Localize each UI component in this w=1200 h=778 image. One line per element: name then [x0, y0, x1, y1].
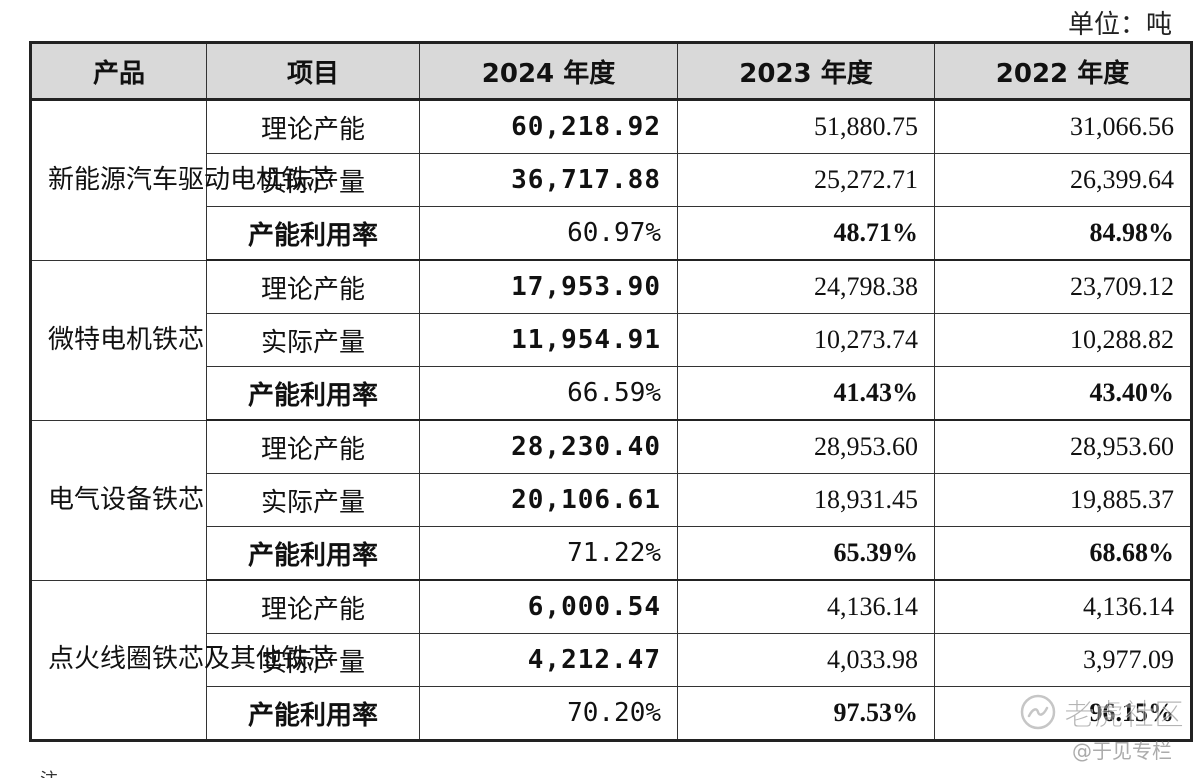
footnote: 注 — [40, 766, 58, 778]
unit-label: 单位：吨 — [1067, 10, 1172, 40]
item-cell: 理论产能 — [206, 579, 420, 634]
value-2023: 4,033.98 — [677, 633, 935, 687]
value-2023: 48.71% — [677, 206, 935, 261]
value-2022: 10,288.82 — [934, 313, 1192, 367]
item-cell: 产能利用率 — [206, 206, 420, 261]
value-2023: 24,798.38 — [677, 259, 935, 314]
item-cell: 理论产能 — [206, 259, 420, 314]
header-2022: 2022 年度 — [934, 42, 1192, 101]
value-2022: 23,709.12 — [934, 259, 1192, 314]
value-2023: 65.39% — [677, 526, 935, 581]
value-2022: 28,953.60 — [934, 419, 1192, 474]
item-cell: 实际产量 — [206, 153, 420, 207]
value-2023: 97.53% — [677, 686, 935, 741]
item-cell: 实际产量 — [206, 633, 420, 687]
table-row: 点火线圈铁芯及其他铁芯 理论产能 6,000.54 4,136.14 4,136… — [30, 579, 1192, 741]
value-2023: 4,136.14 — [677, 579, 935, 634]
value-2023: 10,273.74 — [677, 313, 935, 367]
item-cell: 产能利用率 — [206, 526, 420, 581]
value-2022: 3,977.09 — [934, 633, 1192, 687]
tiger-logo-icon — [1020, 694, 1056, 730]
value-2022: 26,399.64 — [934, 153, 1192, 207]
item-cell: 产能利用率 — [206, 366, 420, 421]
value-2022: 31,066.56 — [934, 99, 1192, 154]
value-2022: 43.40% — [934, 366, 1192, 421]
item-cell: 理论产能 — [206, 99, 420, 154]
value-2024: 6,000.54 — [419, 579, 678, 634]
value-2024: 60.97% — [419, 206, 678, 261]
table-row: 新能源汽车驱动电机铁芯 理论产能 60,218.92 51,880.75 31,… — [30, 99, 1192, 261]
product-cell: 微特电机铁芯 — [30, 259, 207, 421]
table-row: 产能利用率 70.20% 97.53% 96.15% — [31, 686, 1192, 741]
table-header-row: 产品 项目 2024 年度 2023 年度 2022 年度 — [30, 42, 1192, 101]
product-cell: 新能源汽车驱动电机铁芯 — [30, 99, 334, 261]
value-2024: 4,212.47 — [419, 633, 678, 687]
header-item: 项目 — [206, 42, 420, 101]
header-product: 产品 — [30, 42, 207, 101]
product-cell: 电气设备铁芯 — [30, 419, 207, 581]
value-2022: 19,885.37 — [934, 473, 1192, 527]
value-2024: 20,106.61 — [419, 473, 678, 527]
value-2024: 60,218.92 — [419, 99, 678, 154]
watermark: 老虎社区 — [1020, 690, 1185, 734]
value-2023: 28,953.60 — [677, 419, 935, 474]
value-2024: 66.59% — [419, 366, 678, 421]
value-2023: 51,880.75 — [677, 99, 935, 154]
item-cell: 实际产量 — [206, 473, 420, 527]
value-2024: 11,954.91 — [419, 313, 678, 367]
watermark-sub: @于见专栏 — [1072, 739, 1172, 763]
value-2023: 25,272.71 — [677, 153, 935, 207]
table-row: 实际产量 20,106.61 18,931.45 19,885.37 — [31, 473, 1192, 527]
table-row: 电气设备铁芯 理论产能 28,230.40 28,953.60 28,953.6… — [30, 419, 1192, 581]
table-row: 产能利用率 66.59% 41.43% 43.40% — [31, 366, 1192, 421]
table-row: 实际产量 36,717.88 25,272.71 26,399.64 — [31, 153, 1192, 207]
product-cell: 点火线圈铁芯及其他铁芯 — [30, 579, 334, 741]
value-2024: 71.22% — [419, 526, 678, 581]
value-2022: 84.98% — [934, 206, 1192, 261]
table-row: 产能利用率 71.22% 65.39% 68.68% — [31, 526, 1192, 581]
value-2024: 17,953.90 — [419, 259, 678, 314]
item-cell: 产能利用率 — [206, 686, 420, 741]
header-2023: 2023 年度 — [677, 42, 935, 101]
value-2024: 36,717.88 — [419, 153, 678, 207]
capacity-table: 产品 项目 2024 年度 2023 年度 2022 年度 新能源汽车驱动电机铁… — [29, 41, 1193, 742]
value-2024: 28,230.40 — [419, 419, 678, 474]
value-2023: 41.43% — [677, 366, 935, 421]
item-cell: 实际产量 — [206, 313, 420, 367]
table-row: 实际产量 4,212.47 4,033.98 3,977.09 — [31, 633, 1192, 687]
value-2022: 68.68% — [934, 526, 1192, 581]
value-2022: 4,136.14 — [934, 579, 1192, 634]
header-2024: 2024 年度 — [419, 42, 678, 101]
value-2023: 18,931.45 — [677, 473, 935, 527]
value-2024: 70.20% — [419, 686, 678, 741]
item-cell: 理论产能 — [206, 419, 420, 474]
table-row: 微特电机铁芯 理论产能 17,953.90 24,798.38 23,709.1… — [30, 259, 1192, 421]
value-2022: 96.15% — [934, 686, 1192, 741]
table-row: 产能利用率 60.97% 48.71% 84.98% — [31, 206, 1192, 261]
table-row: 实际产量 11,954.91 10,273.74 10,288.82 — [31, 313, 1192, 367]
watermark-name: 老虎社区 — [1064, 698, 1185, 734]
